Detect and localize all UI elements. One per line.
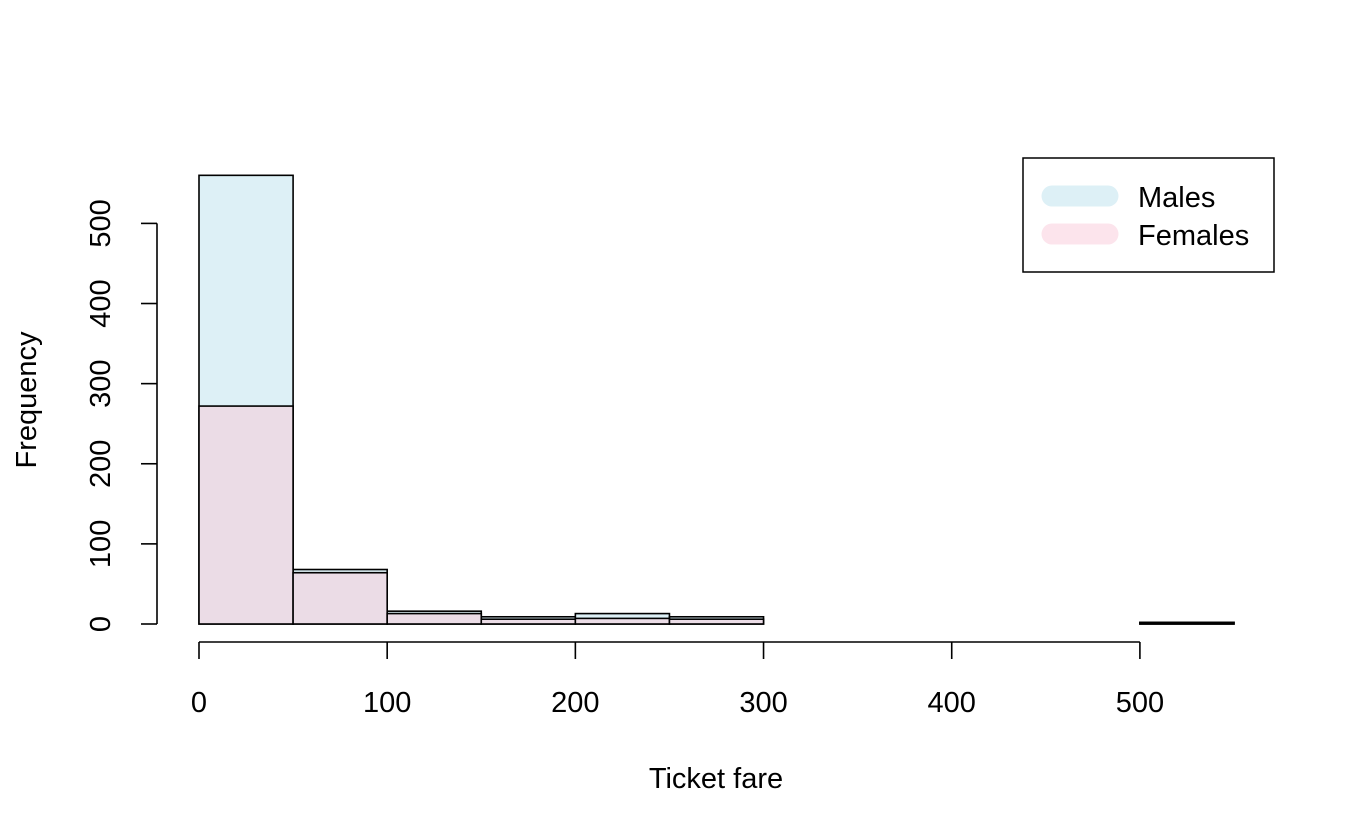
bar-females-1 [292, 571, 388, 625]
bar-females-0 [198, 405, 294, 625]
x-tick-label-300: 300 [739, 687, 787, 719]
legend: Males Females [1022, 157, 1275, 273]
y-tick-label-100: 100 [85, 520, 117, 568]
x-tick-label-400: 400 [928, 687, 976, 719]
x-axis-title: Ticket fare [649, 763, 783, 795]
bar-females-3 [480, 618, 577, 625]
bar-females-2 [386, 612, 483, 625]
y-tick-label-500: 500 [85, 199, 117, 247]
x-tick-label-100: 100 [363, 687, 411, 719]
y-axis-title: Frequency [11, 331, 43, 469]
legend-label-males: Males [1138, 182, 1215, 214]
x-tick-label-200: 200 [551, 687, 599, 719]
bar-females-10 [1139, 621, 1235, 625]
y-axis: 0 100 200 300 400 500 [85, 199, 158, 632]
y-tick-label-400: 400 [85, 279, 117, 327]
x-tick-label-500: 500 [1116, 687, 1164, 719]
y-tick-label-300: 300 [85, 359, 117, 407]
bar-females-4 [574, 617, 671, 625]
legend-label-females: Females [1138, 220, 1249, 252]
y-tick-label-200: 200 [85, 440, 117, 488]
bar-females-5 [668, 618, 765, 625]
female-bars [198, 405, 1235, 625]
legend-box [1022, 157, 1275, 273]
y-tick-label-0: 0 [85, 616, 117, 632]
x-tick-label-0: 0 [191, 687, 207, 719]
x-axis: 0 100 200 300 400 500 [191, 641, 1164, 719]
